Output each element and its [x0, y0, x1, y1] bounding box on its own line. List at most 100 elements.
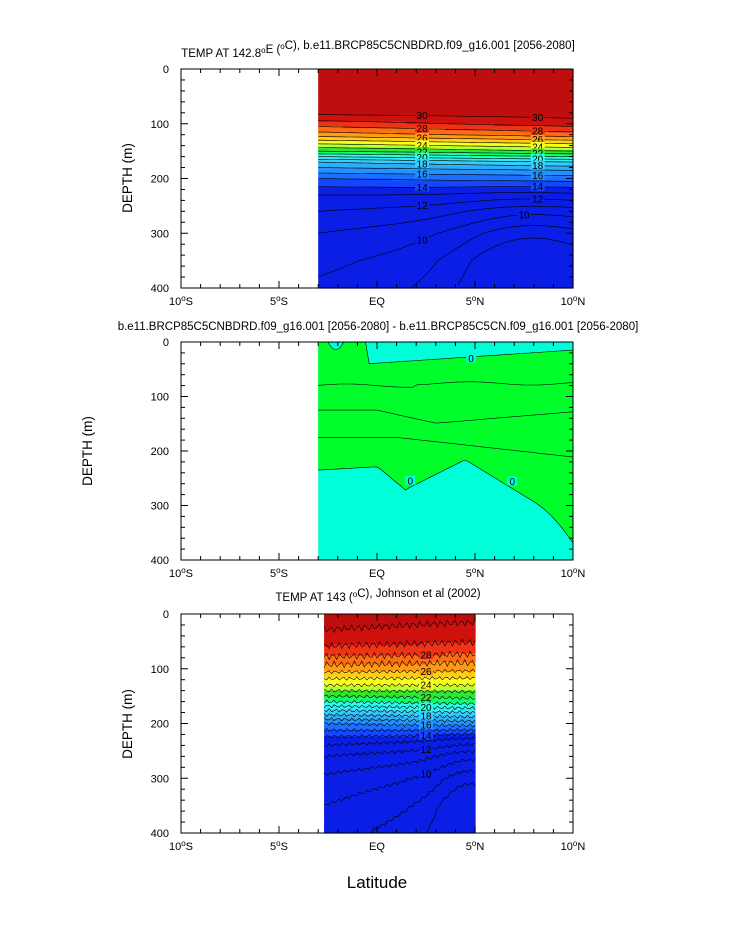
panel-1-temp-cell [372, 69, 378, 72]
panel-1-temp-cell [342, 261, 349, 265]
panel-1-temp-cell [323, 257, 329, 261]
panel-1-temp-cell [328, 182, 334, 186]
panel-1-temp-cell [372, 154, 378, 158]
panel-1-temp-cell [337, 257, 344, 261]
panel-1-temp-cell [352, 204, 358, 208]
panel-1-temp-cell [332, 250, 339, 254]
panel-1-temp-cell [386, 110, 393, 114]
panel-1-temp-cell [411, 145, 417, 149]
panel-1-temp-cell [372, 220, 378, 223]
panel-1-temp-cell [357, 75, 363, 79]
panel-1-temp-cell [401, 77, 407, 81]
panel-1-temp-cell [377, 77, 383, 81]
panel-1-temp-cell [352, 154, 358, 158]
panel-1-temp-cell [381, 160, 388, 164]
panel-1-temp-cell [396, 139, 403, 142]
panel-1-temp-cell [357, 73, 363, 77]
panel-1-temp-cell [381, 79, 388, 83]
panel-1-temp-cell [337, 268, 344, 272]
panel-1-temp-cell [377, 130, 383, 134]
panel-1-temp-cell [406, 152, 412, 156]
panel-1-temp-cell [357, 182, 363, 186]
panel-1-temp-cell [323, 178, 329, 182]
panel-1-temp-cell [332, 154, 339, 158]
panel-1-temp-cell [401, 82, 407, 85]
panel-1-temp-cell [377, 204, 383, 208]
panel-1-temp-cell [342, 200, 349, 204]
panel-1-temp-cell [391, 259, 398, 263]
panel-1-temp-cell [328, 69, 334, 72]
panel-1-temp-cell [372, 213, 378, 217]
panel-1-temp-cell [396, 134, 403, 138]
panel-1-temp-cell [362, 95, 368, 99]
panel-1-temp-cell [362, 248, 368, 252]
panel-1-temp-cell [372, 152, 378, 156]
panel-1-temp-cell [386, 209, 393, 212]
panel-1-temp-cell [332, 231, 339, 234]
panel-1-temp-cell [357, 117, 363, 120]
panel-1-temp-cell [411, 130, 417, 134]
panel-1-temp-cell [411, 71, 417, 74]
panel-1-temp-cell [401, 198, 407, 201]
panel-1-temp-cell [396, 200, 403, 204]
panel-1-temp-cell [357, 211, 363, 215]
panel-1-temp-cell [347, 283, 354, 287]
panel-1-temp-cell [352, 233, 358, 237]
panel-1-temp-cell [367, 266, 373, 269]
panel-1-temp-cell [396, 259, 403, 263]
panel-1-temp-cell [332, 187, 339, 191]
panel-1-temp-cell [377, 237, 383, 241]
panel-1-temp-cell [337, 222, 344, 226]
panel-1-temp-cell [391, 145, 398, 149]
panel-1-temp-cell [337, 163, 344, 166]
panel-1-temp-cell [372, 110, 378, 114]
panel-1-temp-cell [357, 93, 363, 96]
panel-1-temp-cell [406, 69, 412, 72]
panel-1-temp-cell [396, 182, 403, 186]
panel-1-temp-cell [372, 123, 378, 127]
panel-1-temp-cell [362, 93, 368, 96]
panel-1-temp-cell [367, 274, 373, 278]
panel-1-temp-cell [328, 117, 334, 120]
panel-1-temp-cell [396, 147, 403, 151]
panel-1-temp-cell [337, 209, 344, 212]
panel-1-temp-cell [318, 279, 324, 283]
panel-1-temp-cell [377, 193, 383, 197]
panel-1-temp-cell [377, 285, 383, 289]
panel-1-temp-cell [401, 220, 407, 223]
panel-1-temp-cell [323, 134, 329, 138]
panel-1-temp-cell [318, 206, 324, 210]
panel-1-temp-cell [411, 123, 417, 127]
panel-1-temp-cell [362, 104, 368, 107]
panel-1-temp-cell [372, 211, 378, 215]
panel-1-temp-cell [406, 191, 412, 195]
panel-1-temp-cell [337, 233, 344, 237]
panel-1-temp-cell [362, 156, 368, 160]
panel-1-temp-cell [411, 95, 417, 99]
panel-1-temp-cell [342, 202, 349, 206]
panel-1-temp-cell [396, 106, 403, 110]
panel-1-temp-cell [386, 259, 393, 263]
panel-1-temp-cell [362, 130, 368, 134]
panel-1-temp-cell [323, 206, 329, 210]
panel-1-temp-cell [411, 106, 417, 110]
panel-1-temp-cell [367, 283, 373, 287]
panel-1-temp-cell [362, 244, 368, 247]
panel-1-temp-cell [381, 242, 388, 245]
panel-1-temp-cell [391, 281, 398, 285]
panel-1-temp-cell [352, 270, 358, 274]
panel-1-temp-cell [337, 95, 344, 99]
panel-1-temp-cell [323, 176, 329, 180]
panel-1-temp-cell [386, 206, 393, 210]
panel-1-temp-cell [396, 180, 403, 184]
panel-1-temp-cell [386, 277, 393, 280]
panel-1-temp-cell [396, 128, 403, 131]
panel-1-temp-cell [337, 277, 344, 280]
panel-1-temp-cell [318, 75, 324, 79]
panel-1-temp-cell [381, 75, 388, 79]
panel-1-temp-cell [357, 167, 363, 171]
panel-1-temp-cell [357, 246, 363, 250]
panel-1-temp-cell [323, 279, 329, 283]
panel-1-temp-cell [318, 165, 324, 169]
panel-1-temp-cell [406, 160, 412, 164]
